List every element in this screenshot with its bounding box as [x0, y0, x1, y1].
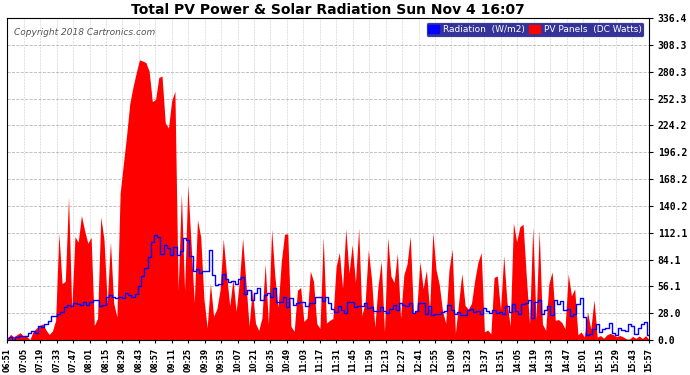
Text: Copyright 2018 Cartronics.com: Copyright 2018 Cartronics.com — [14, 28, 155, 37]
Legend: Radiation  (W/m2), PV Panels  (DC Watts): Radiation (W/m2), PV Panels (DC Watts) — [426, 22, 644, 37]
Title: Total PV Power & Solar Radiation Sun Nov 4 16:07: Total PV Power & Solar Radiation Sun Nov… — [131, 3, 525, 17]
